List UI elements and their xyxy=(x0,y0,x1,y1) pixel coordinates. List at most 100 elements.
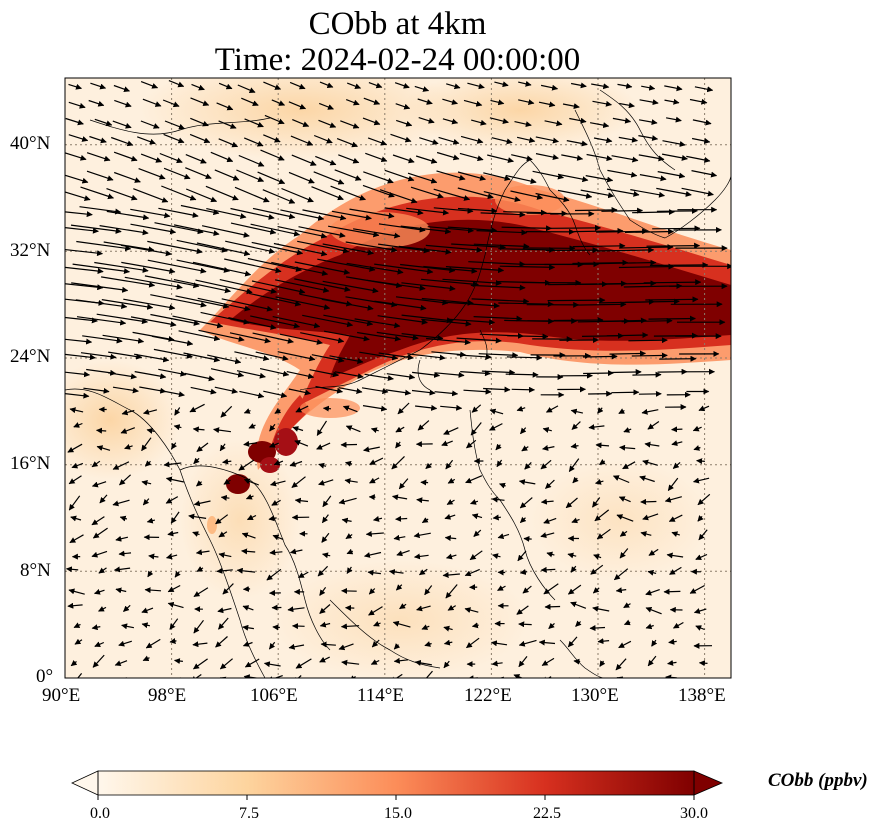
wind-arrow xyxy=(345,533,353,540)
wind-arrow xyxy=(171,442,177,450)
wind-arrow xyxy=(311,186,344,201)
map-panel xyxy=(65,78,731,683)
wind-arrow xyxy=(570,565,577,573)
wind-arrow xyxy=(320,680,335,683)
wind-arrow xyxy=(215,636,228,648)
wind-arrow xyxy=(219,676,227,678)
wind-arrow xyxy=(192,426,205,433)
wind-arrow xyxy=(272,316,321,329)
wind-arrow xyxy=(590,564,604,575)
wind-arrow xyxy=(672,621,684,629)
wind-arrow xyxy=(69,407,84,414)
wind-arrow xyxy=(391,455,405,470)
wind-arrow xyxy=(592,497,601,508)
wind-arrow xyxy=(279,333,323,345)
wind-arrow xyxy=(80,186,114,200)
wind-arrow xyxy=(638,119,658,126)
wind-arrow xyxy=(252,207,296,220)
wind-arrow xyxy=(463,99,483,107)
wind-arrow xyxy=(632,209,675,216)
wind-arrow xyxy=(241,532,256,539)
wind-arrow xyxy=(218,617,229,630)
wind-arrow xyxy=(218,82,233,90)
wind-arrow xyxy=(425,462,432,470)
wind-arrow xyxy=(193,457,200,465)
wind-arrow xyxy=(294,261,351,275)
wind-arrow xyxy=(198,329,245,342)
wind-arrow xyxy=(255,351,289,361)
x-tick-label: 138°E xyxy=(678,685,726,706)
wind-arrow xyxy=(424,585,433,596)
wind-arrow xyxy=(418,117,435,124)
wind-arrow xyxy=(174,658,183,665)
wind-arrow xyxy=(114,99,132,108)
wind-arrow xyxy=(545,479,555,489)
wind-arrow xyxy=(101,276,156,288)
wind-vectors xyxy=(65,80,731,683)
wind-arrow xyxy=(535,153,559,161)
wind-arrow xyxy=(540,498,554,505)
wind-arrow xyxy=(273,459,284,466)
wind-arrow xyxy=(322,243,374,256)
wind-arrow xyxy=(570,82,587,89)
wind-arrow xyxy=(195,549,210,556)
wind-arrow xyxy=(207,354,242,365)
wind-arrow xyxy=(697,493,711,506)
wind-arrow xyxy=(236,370,266,379)
wind-arrow xyxy=(445,301,500,309)
wind-arrow xyxy=(294,440,309,447)
wind-arrow xyxy=(607,169,638,178)
wind-arrow xyxy=(601,280,657,287)
wind-arrow xyxy=(499,264,556,271)
wind-arrow xyxy=(471,298,530,305)
wind-arrow xyxy=(695,553,708,560)
wind-arrow xyxy=(384,169,415,182)
x-tick-label: 130°E xyxy=(571,685,619,706)
wind-arrow xyxy=(649,261,709,268)
wind-arrow xyxy=(158,207,199,219)
wind-arrow xyxy=(445,459,454,470)
wind-arrow xyxy=(471,404,482,413)
wind-arrow xyxy=(647,569,657,576)
wind-arrow xyxy=(644,441,660,448)
wind-arrow xyxy=(71,282,129,293)
wind-arrow xyxy=(648,548,659,556)
wind-arrow xyxy=(76,240,132,252)
wind-arrow xyxy=(161,185,197,201)
wind-arrow xyxy=(142,498,150,506)
wind-arrow xyxy=(373,620,381,627)
wind-arrow xyxy=(624,228,675,235)
wind-arrow xyxy=(94,641,105,648)
wind-arrow xyxy=(108,372,137,380)
wind-arrow xyxy=(118,640,132,647)
colorbar-gradient xyxy=(98,771,694,795)
wind-arrow xyxy=(189,133,211,144)
wind-arrow xyxy=(173,424,182,431)
wind-arrow xyxy=(466,637,480,649)
wind-arrow xyxy=(398,245,452,255)
wind-arrow xyxy=(480,211,526,218)
wind-arrow xyxy=(218,531,228,538)
wind-arrow xyxy=(317,258,376,272)
wind-arrow xyxy=(65,117,84,126)
wind-arrow xyxy=(362,405,388,412)
wind-arrow xyxy=(166,553,178,560)
wind-arrow xyxy=(277,351,316,362)
wind-arrow xyxy=(247,257,302,272)
wind-arrow xyxy=(322,552,331,559)
wind-arrow xyxy=(511,154,533,162)
wind-arrow xyxy=(180,204,220,216)
wind-arrow xyxy=(144,460,152,467)
wind-arrow xyxy=(592,100,612,107)
wind-arrow xyxy=(414,553,429,560)
wind-arrow xyxy=(269,423,276,432)
wind-arrow xyxy=(431,351,467,358)
wind-arrow xyxy=(619,244,674,251)
wind-arrow xyxy=(176,259,230,273)
wind-arrow xyxy=(445,584,458,599)
wind-arrow xyxy=(612,475,630,484)
wind-arrow xyxy=(297,571,309,579)
wind-arrow xyxy=(664,98,680,105)
wind-arrow xyxy=(142,98,162,107)
wind-arrow xyxy=(150,294,207,308)
